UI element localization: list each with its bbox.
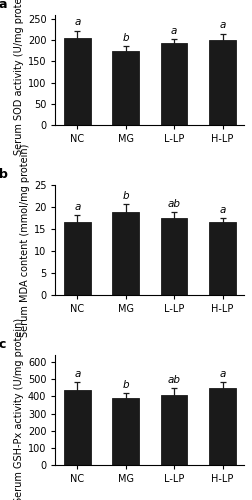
Text: a: a [219, 20, 226, 30]
Text: b: b [122, 380, 129, 390]
Bar [112, 212, 139, 295]
Text: a: a [74, 202, 81, 212]
Text: a: a [0, 0, 7, 10]
Text: b: b [0, 168, 8, 180]
Text: a: a [219, 205, 226, 215]
Text: a: a [171, 26, 177, 36]
Bar [112, 52, 139, 125]
Text: ab: ab [168, 198, 181, 208]
Bar [112, 398, 139, 465]
Y-axis label: Serum SOD activity (U/mg protein): Serum SOD activity (U/mg protein) [14, 0, 24, 155]
Y-axis label: Serum GSH-Px activity (U/mg protein): Serum GSH-Px activity (U/mg protein) [14, 318, 24, 500]
Bar [209, 222, 236, 295]
Bar [64, 222, 91, 295]
Bar [161, 44, 187, 125]
Text: b: b [122, 191, 129, 201]
Text: ab: ab [168, 375, 181, 385]
Bar [161, 394, 187, 465]
Bar [64, 390, 91, 465]
Bar [209, 388, 236, 465]
Y-axis label: Serum MDA content (mmol/mg protein): Serum MDA content (mmol/mg protein) [20, 144, 30, 336]
Text: a: a [74, 18, 81, 28]
Text: a: a [74, 369, 81, 379]
Text: a: a [219, 368, 226, 378]
Bar [64, 38, 91, 125]
Text: c: c [0, 338, 6, 351]
Bar [161, 218, 187, 295]
Text: b: b [122, 33, 129, 43]
Bar [209, 40, 236, 125]
